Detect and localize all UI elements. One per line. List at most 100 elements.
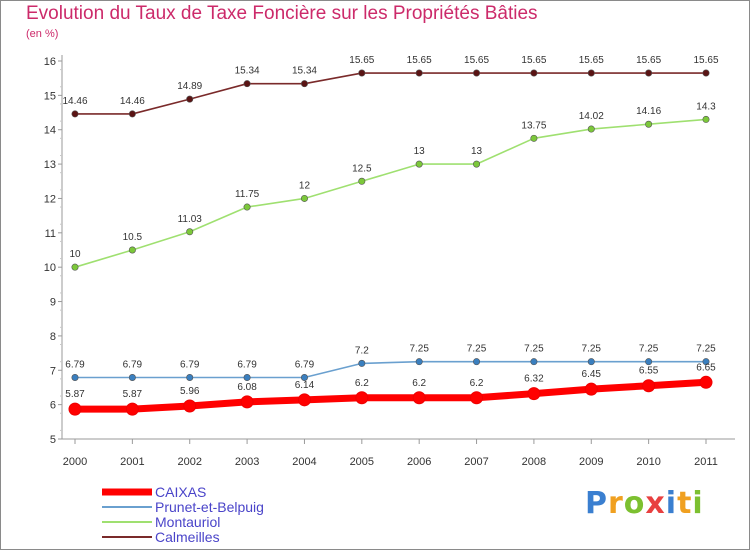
series-point-3 <box>128 110 136 118</box>
brand-logo-letter: i <box>665 486 678 521</box>
data-label-1: 7.2 <box>355 345 369 356</box>
series-point-3 <box>358 69 366 77</box>
series-point-3 <box>473 69 481 77</box>
y-tick-label: 7 <box>50 365 56 377</box>
legend: CAIXASPrunet-et-BelpuigMontauriolCalmeil… <box>102 484 264 545</box>
legend-label-0: CAIXAS <box>155 484 206 500</box>
series-point-1 <box>300 373 308 381</box>
x-tick-label: 2006 <box>407 456 431 468</box>
series-point-1 <box>645 358 653 366</box>
data-label-2: 14.3 <box>696 101 716 112</box>
series-point-0 <box>355 391 369 405</box>
data-label-1: 6.79 <box>180 359 200 370</box>
legend-label-1: Prunet-et-Belpuig <box>155 499 264 515</box>
data-label-0: 6.2 <box>412 378 426 389</box>
data-label-0: 5.87 <box>123 389 143 400</box>
series-point-2 <box>587 125 595 133</box>
series-point-1 <box>702 358 710 366</box>
series-point-2 <box>71 263 79 271</box>
data-label-2: 10 <box>69 249 81 260</box>
data-label-0: 6.08 <box>237 382 257 393</box>
data-label-1: 7.25 <box>467 344 487 355</box>
series-point-3 <box>300 80 308 88</box>
series-point-2 <box>415 160 423 168</box>
series-line-3 <box>74 72 707 115</box>
series-point-2 <box>473 160 481 168</box>
series-line-0 <box>71 378 710 413</box>
x-tick-label: 2007 <box>464 456 488 468</box>
data-label-3: 15.65 <box>579 55 604 66</box>
data-label-3: 15.34 <box>235 66 260 77</box>
brand-logo-letter: x <box>645 486 666 521</box>
y-tick-label: 12 <box>44 193 56 205</box>
data-label-1: 6.79 <box>65 359 85 370</box>
series-point-3 <box>587 69 595 77</box>
series-point-0 <box>584 382 598 396</box>
data-label-2: 14.16 <box>636 106 661 117</box>
series-point-1 <box>358 359 366 367</box>
series-point-1 <box>587 358 595 366</box>
x-tick-label: 2001 <box>120 456 144 468</box>
x-tick-label: 2008 <box>522 456 546 468</box>
data-label-3: 15.65 <box>636 55 661 66</box>
legend-label-3: Calmeilles <box>155 529 220 545</box>
data-label-3: 15.65 <box>407 55 432 66</box>
data-label-2: 13 <box>414 146 426 157</box>
brand-logo: Proxiti <box>585 486 704 521</box>
series-point-1 <box>473 358 481 366</box>
series-point-3 <box>530 69 538 77</box>
data-label-3: 14.46 <box>120 96 145 107</box>
data-label-2: 12 <box>299 180 311 191</box>
data-label-0: 6.14 <box>295 380 315 391</box>
y-tick-label: 15 <box>44 90 56 102</box>
series-point-0 <box>125 402 139 416</box>
data-label-0: 6.32 <box>524 374 544 385</box>
series-point-0 <box>297 393 311 407</box>
x-tick-label: 2005 <box>350 456 374 468</box>
data-label-2: 13 <box>471 146 483 157</box>
series-point-2 <box>128 246 136 254</box>
brand-logo-letter: t <box>677 486 693 521</box>
series-point-2 <box>186 228 194 236</box>
data-label-2: 13.75 <box>521 120 546 131</box>
series-point-0 <box>699 375 713 389</box>
series-point-2 <box>300 194 308 202</box>
brand-logo-letter: P <box>585 486 608 521</box>
data-label-1: 6.79 <box>123 359 143 370</box>
y-tick-label: 6 <box>50 400 56 412</box>
series-line-2 <box>74 118 707 268</box>
brand-logo-letter: i <box>692 486 704 521</box>
data-label-0: 6.55 <box>639 366 659 377</box>
data-label-0: 6.2 <box>355 378 369 389</box>
series-point-0 <box>240 395 254 409</box>
x-tick-label: 2011 <box>694 456 718 468</box>
brand-logo-letter: r <box>608 486 624 521</box>
series-point-0 <box>412 391 426 405</box>
data-label-1: 7.25 <box>582 344 602 355</box>
series-point-0 <box>470 391 484 405</box>
y-tick-label: 14 <box>44 125 56 137</box>
chart-title: Evolution du Taux de Taxe Foncière sur l… <box>26 3 538 24</box>
series-point-3 <box>186 95 194 103</box>
data-label-0: 6.45 <box>582 369 602 380</box>
series-point-3 <box>645 69 653 77</box>
data-label-0: 6.65 <box>696 362 716 373</box>
series-point-0 <box>527 387 541 401</box>
data-label-1: 7.25 <box>409 344 429 355</box>
series-point-1 <box>243 373 251 381</box>
data-label-3: 14.89 <box>177 81 202 92</box>
series-lines <box>68 69 713 416</box>
y-tick-label: 11 <box>45 228 56 240</box>
series-point-2 <box>645 120 653 128</box>
data-label-3: 15.34 <box>292 66 317 77</box>
y-tick-label: 16 <box>44 56 56 68</box>
series-point-2 <box>358 177 366 185</box>
series-point-0 <box>183 399 197 413</box>
series-point-3 <box>702 69 710 77</box>
x-tick-label: 2002 <box>177 456 201 468</box>
series-point-1 <box>186 373 194 381</box>
y-axis-unit-label: (en %) <box>26 28 59 40</box>
data-label-1: 6.79 <box>237 359 257 370</box>
